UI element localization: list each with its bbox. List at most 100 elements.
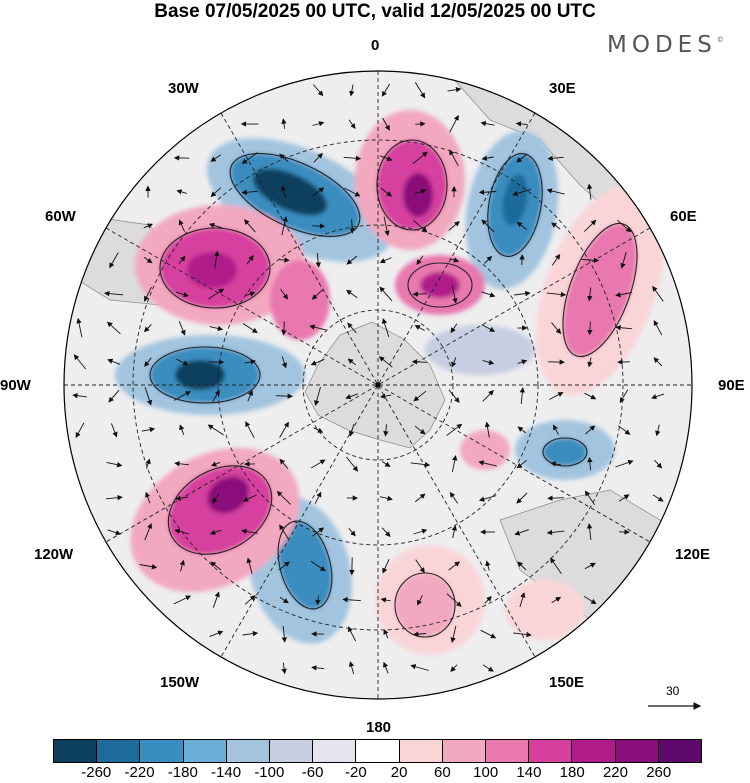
wind-vector	[313, 427, 324, 433]
south-pole-marker	[375, 382, 381, 388]
wind-vector	[383, 424, 389, 437]
wind-vector	[515, 121, 528, 127]
wind-vector	[549, 392, 564, 400]
colorbar-tick-label: 260	[646, 764, 672, 781]
colorbar-tick-label: -180	[167, 764, 198, 781]
wind-vector	[281, 662, 287, 675]
wind-vector	[379, 495, 393, 501]
wind-vector	[207, 424, 224, 436]
wind-vector	[346, 456, 359, 472]
contours	[149, 139, 638, 638]
wind-vector	[343, 155, 362, 162]
wind-vector	[553, 424, 559, 435]
wind-vector	[615, 325, 632, 331]
wind-vector	[448, 389, 460, 403]
wind-vector	[383, 216, 390, 237]
label-30w: 30W	[168, 80, 199, 97]
wind-vector	[349, 84, 355, 97]
wind-vector	[349, 219, 355, 234]
wind-vector	[478, 189, 497, 195]
wind-vector	[312, 187, 325, 197]
wind-vector	[516, 492, 528, 504]
wind-vector	[447, 86, 462, 93]
wind-vector	[414, 325, 425, 331]
wind-vector	[411, 359, 428, 365]
wind-vector	[210, 461, 221, 467]
wind-vector	[586, 183, 593, 200]
wind-vector	[278, 561, 290, 571]
wind-vector	[244, 359, 257, 365]
wind-vector	[275, 393, 293, 399]
wind-vector	[143, 223, 154, 229]
wind-vector	[451, 455, 458, 473]
colorbar-tick-label: 20	[390, 764, 408, 781]
wind-vector	[212, 492, 220, 504]
wind-vector	[178, 321, 186, 336]
wind-vector	[415, 559, 425, 574]
wind-vector	[178, 255, 186, 264]
wind-vector	[73, 354, 87, 370]
wind-vector	[145, 491, 151, 504]
wind-vector	[480, 120, 495, 127]
wind-vector	[485, 560, 491, 571]
wind-vector	[381, 83, 391, 97]
wind-vector	[514, 529, 529, 536]
colorbar-swatch	[572, 740, 616, 762]
colorbar-tick-label: -100	[254, 764, 285, 781]
label-0: 0	[371, 37, 380, 54]
wind-vector	[480, 629, 497, 639]
wind-vector	[209, 630, 224, 638]
wind-vector	[242, 630, 259, 637]
wind-vector	[620, 251, 627, 269]
wind-vector	[310, 358, 325, 366]
wind-vector	[108, 389, 120, 403]
colorbar-tick-label: -220	[124, 764, 155, 781]
wind-vector	[379, 393, 392, 399]
wind-vector	[348, 528, 356, 537]
wind-vector	[209, 529, 222, 535]
wind-vector	[141, 426, 156, 433]
wind-vector	[517, 426, 527, 434]
wind-vector	[176, 189, 187, 195]
colorbar-swatch	[615, 740, 659, 762]
wind-vector	[312, 84, 324, 97]
wind-vector	[551, 322, 562, 335]
wind-vector	[242, 494, 257, 502]
wind-vector	[519, 254, 525, 266]
wind-vector	[245, 291, 256, 297]
wind-vector	[654, 459, 663, 469]
wind-vector	[107, 529, 122, 536]
wind-vector	[345, 393, 359, 400]
colorbar-tick-label: 60	[434, 764, 451, 781]
wind-vector	[451, 525, 457, 539]
wind-vector	[379, 286, 393, 302]
wind-vector	[413, 631, 427, 637]
wind-vector	[551, 596, 562, 604]
wind-vector	[383, 661, 389, 674]
wind-vector	[380, 597, 391, 603]
wind-vector	[410, 461, 431, 468]
wind-vector	[208, 288, 225, 300]
colorbar-tick-label: 220	[602, 764, 628, 781]
wind-vector	[587, 287, 593, 302]
wind-vector	[246, 557, 253, 574]
wind-vector	[109, 252, 119, 269]
wind-vector	[281, 216, 288, 236]
wind-vector	[619, 389, 629, 404]
wind-vector	[584, 562, 596, 570]
wind-vector	[516, 153, 528, 163]
wind-vector	[382, 559, 390, 574]
wind-vector	[173, 391, 191, 401]
colorbar-tick-label: -60	[301, 764, 324, 781]
wind-vector	[412, 151, 428, 165]
wind-vector	[208, 222, 223, 229]
colorbar-tick-label: 100	[473, 764, 499, 781]
wind-vector	[280, 288, 289, 300]
label-120w: 120W	[34, 546, 74, 563]
wind-vector	[210, 561, 222, 571]
colorbar-swatch	[140, 740, 184, 762]
wind-vector	[346, 255, 358, 265]
wind-vector	[247, 389, 253, 402]
wind-vector	[144, 357, 152, 368]
wind-vector	[312, 527, 325, 537]
